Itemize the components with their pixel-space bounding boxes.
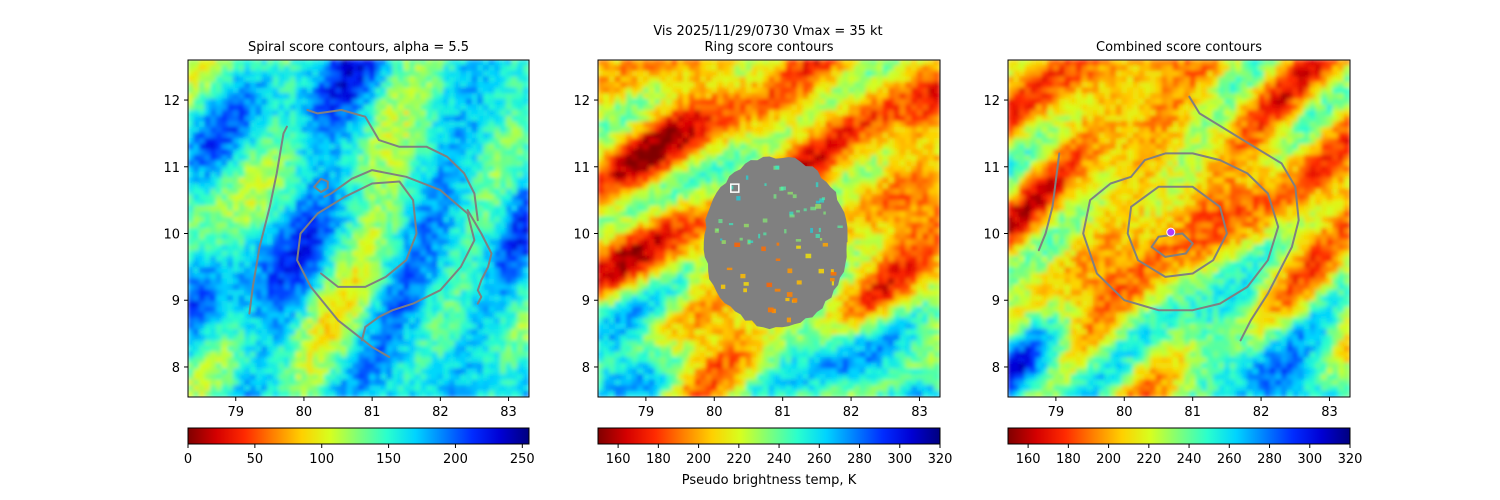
x-tick-label: 83 [1321,405,1338,420]
colorbar-tick-label: 250 [510,452,535,467]
colorbar-tick-label: 260 [1217,452,1242,467]
colorbar-label: Pseudo brightness temp, K [682,473,857,488]
center-marker [1166,227,1176,237]
x-tick-label: 81 [364,405,381,420]
x-tick-label: 79 [227,405,244,420]
colorbar-tick-label: 260 [807,452,832,467]
panel-3-contour-4 [1188,95,1300,342]
panel-3-heatmap [1008,60,1350,397]
center-marker [730,183,740,193]
colorbar-tick-label: 160 [606,452,631,467]
colorbar-tick-label: 200 [443,452,468,467]
x-tick-label: 83 [911,405,928,420]
y-tick-label: 8 [992,361,1000,376]
x-tick-label: 82 [1253,405,1270,420]
x-tick-label: 82 [432,405,449,420]
colorbar-tick-label: 180 [646,452,671,467]
y-tick-label: 8 [582,361,590,376]
colorbar-tick-label: 320 [928,452,953,467]
colorbar-tick-label: 180 [1056,452,1081,467]
panel-3: Combined score contours 79 80 81 82 83 8 9 10 11 1… [983,40,1362,467]
colorbar-tick-label: 160 [1016,452,1041,467]
y-tick-label: 12 [163,94,180,109]
colorbar-tick-label: 280 [1257,452,1282,467]
x-tick-label: 80 [1116,405,1133,420]
panel-3-frame [1007,59,1351,398]
colorbar-tick-label: 300 [1297,452,1322,467]
x-tick-label: 82 [843,405,860,420]
colorbar-tick-label: 200 [1096,452,1121,467]
panel-1-colorbar: 0 50 100 150 200 250 [184,427,535,467]
x-tick-label: 80 [296,405,313,420]
y-tick-label: 11 [983,161,1000,176]
panel-2-heatmap [598,60,940,397]
y-tick-label: 9 [992,294,1000,309]
panel-3-contour-1 [1082,152,1280,312]
panel-2-title: Ring score contours [704,40,833,55]
suptitle-line-1: Vis 2025/11/29/0730 Vmax = 35 kt [653,24,882,39]
y-tick-label: 10 [163,228,180,243]
colorbar-tick-label: 280 [847,452,872,467]
colorbar-tick-label: 50 [247,452,264,467]
panel-2-frame [597,59,941,398]
x-tick-label: 79 [1048,405,1065,420]
x-tick-label: 83 [500,405,517,420]
panel-1-contour-4 [306,109,479,222]
colorbar-tick-label: 320 [1338,452,1363,467]
x-tick-label: 81 [774,405,791,420]
colorbar-tick-label: 220 [1136,452,1161,467]
panel-1: Spiral score contours, alpha = 5.579 80 81… [163,40,534,467]
panel-1-contour-5 [466,209,493,305]
colorbar-tick-label: 240 [1177,452,1202,467]
colorbar-tick-label: 200 [686,452,711,467]
colorbar-tick-label: 240 [767,452,792,467]
x-tick-label: 81 [1184,405,1201,420]
colorbar-tick-label: 300 [887,452,912,467]
x-tick-label: 79 [638,405,655,420]
colorbar-tick-label: 0 [184,452,192,467]
panel-1-heatmap [188,60,529,397]
panel-3-title: Combined score contours [1096,40,1262,55]
y-tick-label: 11 [163,161,180,176]
x-tick-label: 80 [706,405,723,420]
panel-3-contour-2 [1126,185,1228,278]
panel-2-colorbar: 160 180 200 220 240 260 280 300 320 Pseudo bright… [597,427,953,488]
y-tick-label: 10 [573,228,590,243]
y-tick-label: 12 [573,94,590,109]
colorbar-tick-label: 100 [309,452,334,467]
panel-1-contour-2 [296,180,418,358]
panel-1-title: Spiral score contours, alpha = 5.5 [248,40,469,55]
colorbar-tick-label: 150 [376,452,401,467]
y-tick-label: 11 [573,161,590,176]
panel-1-frame [187,59,530,398]
panel-3-colorbar: 160 180 200 220 240 260 280 300 320 [1007,427,1363,467]
y-tick-label: 9 [172,294,180,309]
panel-1-contour-6 [313,177,329,194]
panel-3-contour-5 [1037,152,1061,252]
y-tick-label: 8 [172,361,180,376]
panel-3-contour-3 [1150,232,1194,258]
y-tick-label: 9 [582,294,590,309]
colorbar-tick-label: 220 [726,452,751,467]
panel-2: Ring score contours 79 80 81 82 83 8 9 10 11 12 160… [573,40,952,488]
panel-1-contour-3 [248,125,288,315]
y-tick-label: 12 [983,94,1000,109]
panel-1-contour-1 [323,169,476,342]
y-tick-label: 10 [983,228,1000,243]
